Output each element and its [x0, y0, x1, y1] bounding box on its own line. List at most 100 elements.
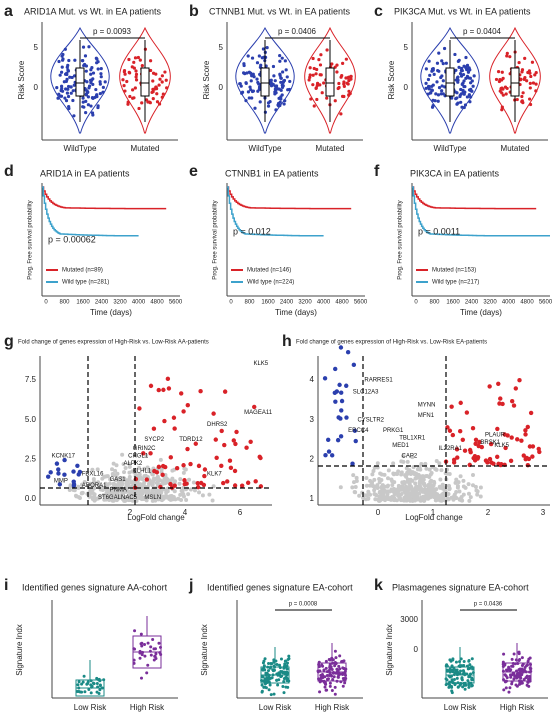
point [110, 493, 115, 498]
point [81, 100, 85, 104]
point [81, 45, 86, 49]
point [185, 446, 190, 452]
point [437, 498, 442, 503]
point [148, 101, 152, 105]
point [366, 492, 371, 497]
point [457, 489, 462, 494]
panel-label: b [189, 3, 199, 20]
point [68, 75, 72, 79]
point [123, 89, 127, 93]
point [430, 67, 435, 71]
point [282, 680, 286, 684]
legend-label: Mutated (n=89) [62, 268, 103, 274]
point [222, 442, 227, 448]
point [462, 79, 466, 83]
point [372, 465, 377, 470]
point [280, 56, 284, 60]
point [455, 670, 459, 674]
p-value: p = 0.0436 [474, 602, 503, 608]
point [66, 87, 70, 91]
point [79, 491, 84, 496]
point [145, 492, 150, 497]
point [146, 641, 150, 645]
point [71, 479, 76, 484]
point [142, 496, 147, 501]
point [163, 464, 168, 470]
point [335, 70, 339, 74]
point [140, 653, 144, 657]
y-tick-label: 4 [310, 375, 315, 384]
point [517, 682, 521, 686]
point [505, 54, 509, 58]
point [429, 478, 434, 483]
point [261, 47, 265, 51]
point [82, 105, 86, 109]
point [274, 108, 278, 112]
point [84, 69, 88, 73]
point [285, 670, 289, 674]
point [58, 73, 62, 77]
point [467, 659, 471, 663]
point [315, 81, 320, 85]
point [143, 642, 147, 646]
x-tick-label: 4800 [335, 300, 349, 306]
point [342, 80, 346, 84]
point [101, 85, 105, 89]
survival-curve [412, 186, 550, 237]
point [335, 437, 341, 443]
point [504, 686, 508, 690]
point [98, 80, 102, 84]
point [80, 690, 84, 694]
violin [489, 26, 541, 134]
point [181, 409, 186, 414]
point [508, 458, 514, 464]
point [397, 496, 402, 501]
point [87, 45, 91, 49]
point [499, 462, 504, 467]
point [438, 477, 443, 482]
point [495, 426, 500, 432]
point [154, 480, 159, 485]
point [436, 68, 440, 73]
point [284, 675, 288, 679]
point [63, 47, 67, 51]
gene-label: TBL1XR1 [399, 436, 426, 442]
point [373, 497, 378, 502]
point [338, 654, 342, 658]
point [330, 62, 334, 66]
y-tick-label: 5 [404, 43, 409, 52]
point [439, 468, 444, 473]
point [166, 386, 172, 391]
point [245, 71, 249, 75]
point [424, 86, 428, 90]
point [338, 390, 344, 395]
point [68, 483, 73, 488]
point [351, 480, 356, 485]
point [419, 462, 424, 467]
point [277, 678, 281, 682]
point [307, 78, 311, 82]
survival-curve [42, 186, 139, 237]
x-tick-label: Low Risk [259, 703, 292, 712]
point [273, 84, 277, 88]
point [126, 102, 130, 106]
x-axis-label: Time (days) [460, 308, 502, 317]
point [447, 428, 453, 433]
point [69, 91, 73, 95]
point [265, 46, 269, 50]
point [193, 441, 198, 446]
point [334, 656, 338, 660]
point [455, 76, 460, 80]
point [158, 457, 163, 462]
point [311, 73, 315, 77]
x-tick-label: 2400 [95, 300, 109, 306]
point [318, 690, 322, 694]
point [161, 387, 166, 393]
point [76, 683, 80, 687]
point [471, 84, 475, 88]
survival-curve [227, 186, 324, 237]
point [195, 484, 201, 490]
point [56, 471, 61, 476]
point [462, 92, 466, 96]
point [251, 72, 255, 76]
